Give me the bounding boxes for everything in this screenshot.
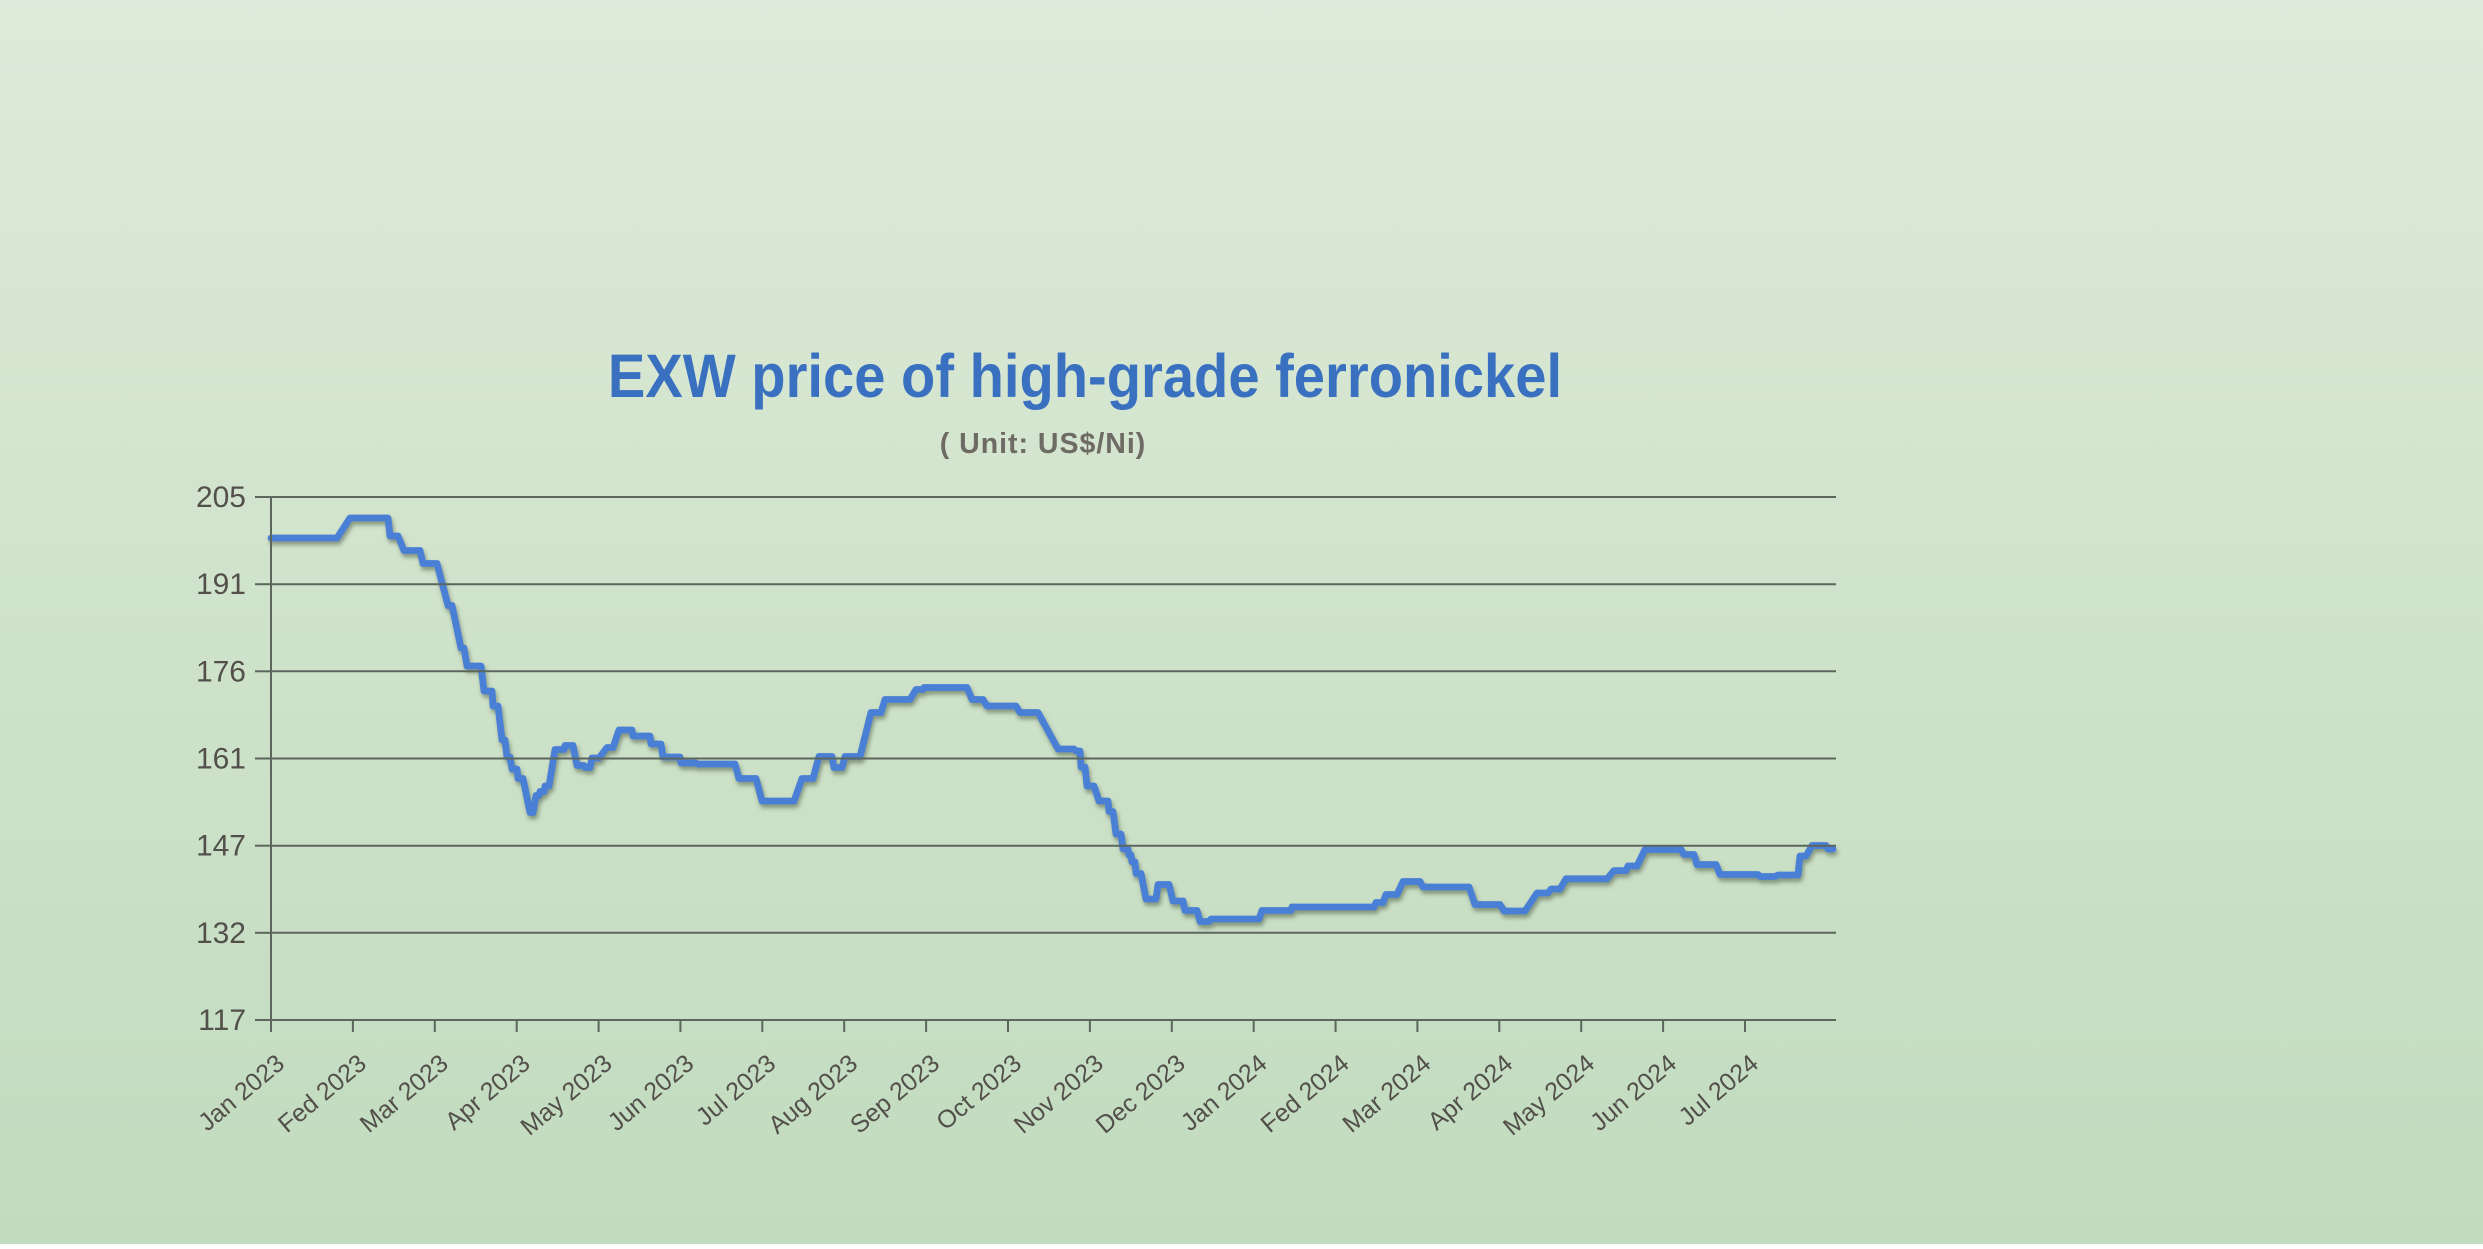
svg-text:161: 161 <box>196 743 246 776</box>
svg-text:176: 176 <box>196 655 246 688</box>
svg-text:205: 205 <box>196 481 246 514</box>
svg-text:191: 191 <box>196 568 246 601</box>
svg-text:117: 117 <box>198 1004 246 1037</box>
svg-text:147: 147 <box>196 830 246 863</box>
svg-text:( Unit: US$/Ni): ( Unit: US$/Ni) <box>940 428 1147 460</box>
svg-text:132: 132 <box>196 917 246 950</box>
svg-text:EXW price of high-grade ferron: EXW price of high-grade ferronickel <box>608 343 1562 411</box>
